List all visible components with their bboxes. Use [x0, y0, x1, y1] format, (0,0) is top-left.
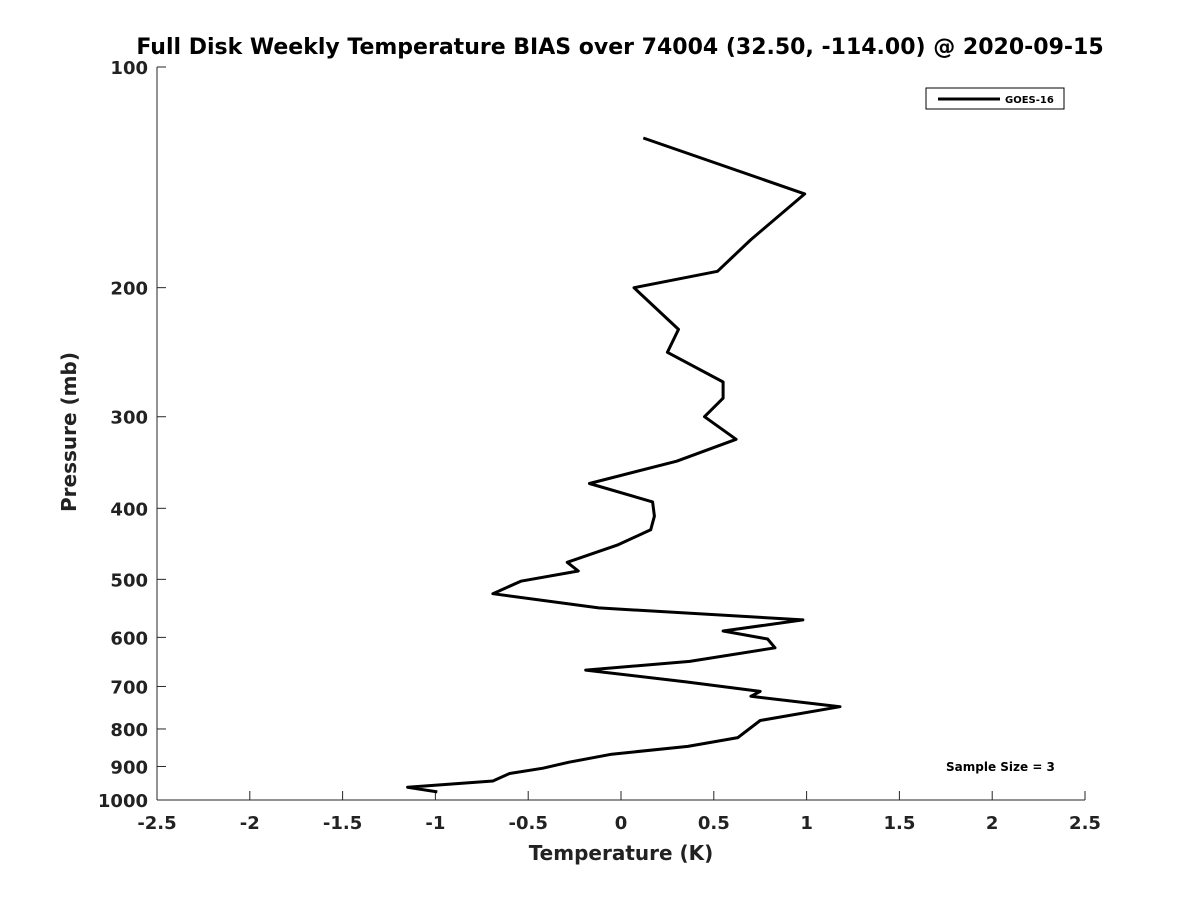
y-tick-label: 800 [110, 720, 148, 741]
y-tick-label: 200 [110, 279, 148, 300]
legend-label-goes-16: GOES-16 [1005, 95, 1054, 106]
x-tick-label: -2.5 [137, 813, 176, 834]
x-tick-label: 1 [800, 813, 813, 834]
legend: GOES-16 [925, 87, 1065, 110]
x-tick-label: 0 [615, 813, 628, 834]
x-tick-label: -1 [425, 813, 445, 834]
x-tick-label: 2 [986, 813, 999, 834]
y-axis-ticks: 100 200 300 400 500 600 700 800 900 1000 [98, 58, 166, 812]
x-tick-label: 1.5 [883, 813, 915, 834]
x-tick-label: -2 [240, 813, 260, 834]
x-tick-label: 2.5 [1069, 813, 1101, 834]
x-tick-label: -0.5 [509, 813, 548, 834]
y-tick-label: 900 [110, 757, 148, 778]
sample-size-annotation: Sample Size = 3 [946, 760, 1055, 774]
x-tick-label: -1.5 [323, 813, 362, 834]
x-tick-label: 0.5 [698, 813, 730, 834]
x-axis-ticks: -2.5 -2 -1.5 -1 -0.5 0 0.5 1 1.5 2 2.5 [137, 791, 1101, 834]
y-tick-label: 100 [110, 58, 148, 79]
y-tick-label: 400 [110, 499, 148, 520]
y-tick-label: 300 [110, 408, 148, 429]
series-line-goes-16 [406, 136, 842, 794]
y-tick-label: 600 [110, 628, 148, 649]
chart-title: Full Disk Weekly Temperature BIAS over 7… [136, 35, 1103, 60]
y-tick-label: 500 [110, 570, 148, 591]
y-tick-label: 700 [110, 677, 148, 698]
series-layer [406, 136, 842, 794]
y-axis-label: Pressure (mb) [57, 352, 81, 512]
x-axis-label: Temperature (K) [529, 841, 714, 865]
y-tick-label: 1000 [98, 791, 148, 812]
